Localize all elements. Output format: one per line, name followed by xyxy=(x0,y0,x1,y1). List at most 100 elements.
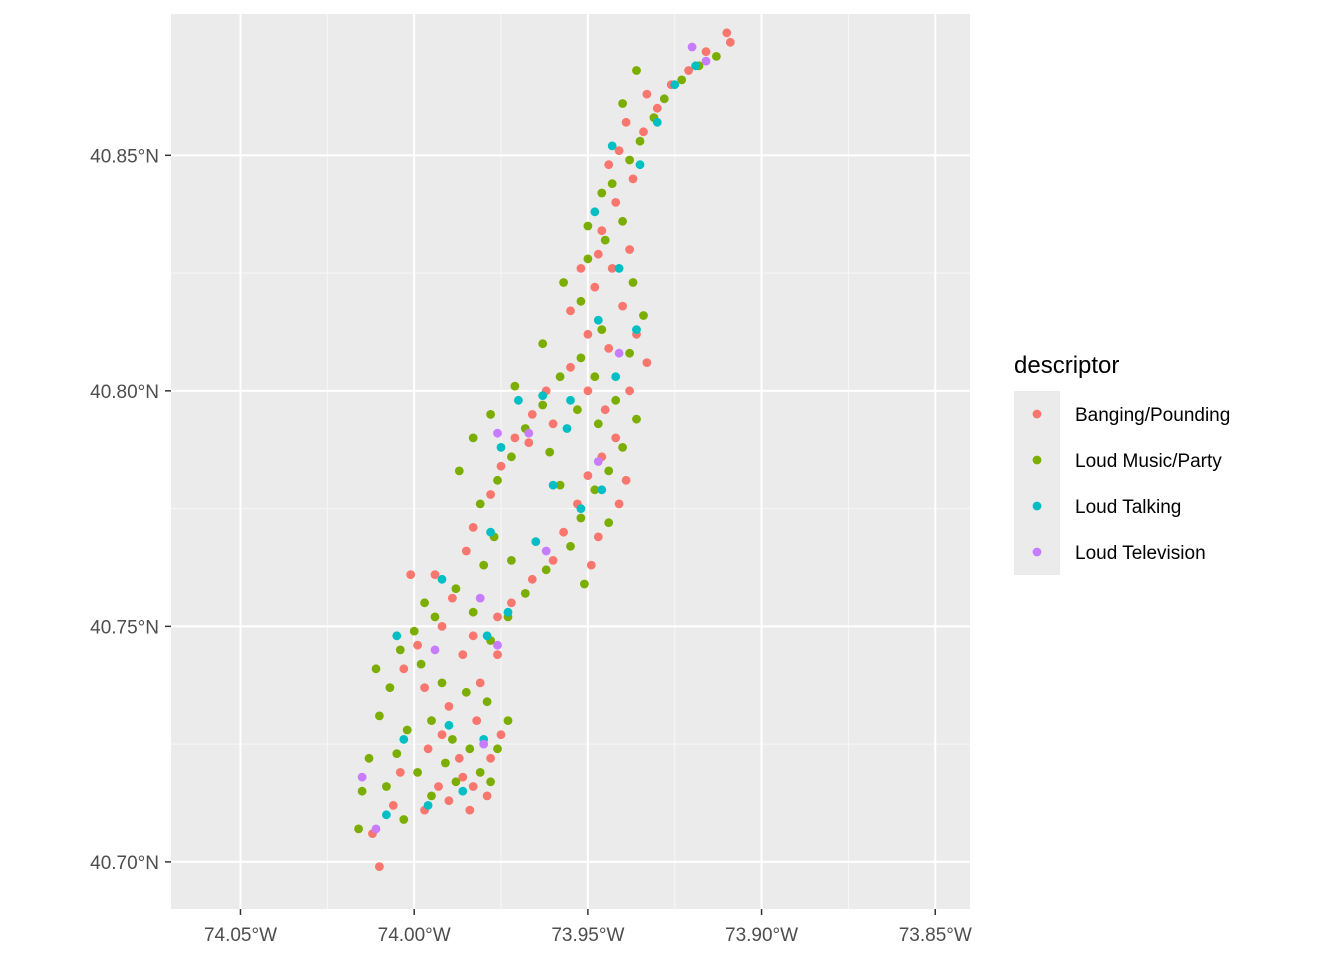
data-point xyxy=(454,753,464,763)
data-point xyxy=(527,410,537,419)
data-point xyxy=(430,570,440,579)
data-point xyxy=(402,725,412,735)
series-loud-television xyxy=(357,42,711,834)
data-point xyxy=(434,782,443,791)
data-point xyxy=(399,735,409,744)
data-point xyxy=(625,155,634,165)
data-point xyxy=(670,80,680,90)
data-point xyxy=(614,499,624,509)
data-point xyxy=(611,395,621,405)
data-point xyxy=(475,499,485,509)
data-point xyxy=(524,438,534,448)
data-point xyxy=(375,862,384,871)
data-point xyxy=(357,772,367,782)
data-point xyxy=(475,678,485,688)
data-point xyxy=(555,372,565,382)
data-point xyxy=(583,329,593,339)
data-point xyxy=(566,362,575,372)
data-point xyxy=(420,683,429,692)
data-point xyxy=(468,433,478,443)
data-point xyxy=(618,99,627,108)
legend-key xyxy=(1032,547,1042,557)
data-point xyxy=(524,428,534,438)
data-point xyxy=(607,179,617,189)
legend-key-background xyxy=(1014,391,1060,575)
data-point xyxy=(468,782,478,791)
data-point xyxy=(642,358,652,367)
data-point xyxy=(607,141,617,151)
data-point xyxy=(413,768,422,777)
data-point xyxy=(659,94,669,104)
data-point xyxy=(468,607,478,617)
data-point xyxy=(614,348,624,358)
data-point xyxy=(642,89,652,99)
x-tick-label: 73.95°W xyxy=(551,925,624,946)
data-point xyxy=(597,325,607,334)
data-point xyxy=(590,485,600,495)
data-point xyxy=(586,560,596,570)
data-point xyxy=(559,278,568,287)
data-point xyxy=(677,75,687,85)
data-point xyxy=(628,174,638,184)
data-point xyxy=(527,574,537,584)
data-point xyxy=(597,188,607,198)
y-tick-label: 40.75°N xyxy=(90,617,159,638)
data-point xyxy=(441,758,450,768)
data-point xyxy=(399,815,409,824)
data-point xyxy=(625,245,634,254)
data-point xyxy=(538,400,548,410)
data-point xyxy=(486,527,495,537)
panel-background xyxy=(171,14,970,909)
data-point xyxy=(357,786,367,796)
data-point xyxy=(444,720,454,730)
x-tick-label: 74.05°W xyxy=(204,925,277,946)
data-point xyxy=(416,659,426,669)
data-point xyxy=(451,777,461,787)
data-point xyxy=(385,683,395,692)
data-point xyxy=(604,518,614,528)
data-point xyxy=(576,296,586,306)
data-point xyxy=(639,127,648,137)
axes: 74.05°W 74.00°W 73.95°W 73.90°W 73.85°W 40.70… xyxy=(90,146,972,946)
data-point xyxy=(430,612,440,622)
data-point xyxy=(593,457,603,466)
x-tick-label: 73.85°W xyxy=(899,925,972,946)
data-point xyxy=(593,419,603,429)
data-point xyxy=(576,504,586,513)
data-point xyxy=(583,471,593,480)
data-point xyxy=(590,372,600,382)
data-point xyxy=(503,607,513,617)
data-point xyxy=(493,475,502,485)
data-point xyxy=(618,443,627,452)
data-point xyxy=(479,739,489,749)
data-point xyxy=(465,744,475,754)
data-point xyxy=(604,466,614,476)
data-point xyxy=(597,485,607,495)
data-point xyxy=(604,344,614,353)
data-point xyxy=(437,678,447,688)
data-point xyxy=(583,254,593,264)
data-point xyxy=(507,556,516,565)
data-point xyxy=(531,537,541,546)
data-point xyxy=(632,414,641,424)
data-point xyxy=(451,584,461,594)
series-loud-talking xyxy=(382,61,700,820)
data-point xyxy=(635,136,645,146)
data-point xyxy=(555,480,565,490)
data-point xyxy=(475,768,485,777)
data-point xyxy=(395,768,405,777)
data-point xyxy=(465,805,475,815)
data-point xyxy=(354,824,363,834)
data-point xyxy=(493,640,502,650)
data-point xyxy=(618,216,627,226)
data-point xyxy=(538,391,548,400)
data-point xyxy=(538,339,548,349)
data-point xyxy=(475,593,485,603)
x-tick-label: 74.00°W xyxy=(378,925,451,946)
data-point xyxy=(395,645,405,655)
data-point xyxy=(548,419,558,429)
data-point xyxy=(427,716,436,725)
legend-key xyxy=(1032,501,1042,511)
data-point xyxy=(632,66,641,75)
data-point xyxy=(652,103,662,113)
